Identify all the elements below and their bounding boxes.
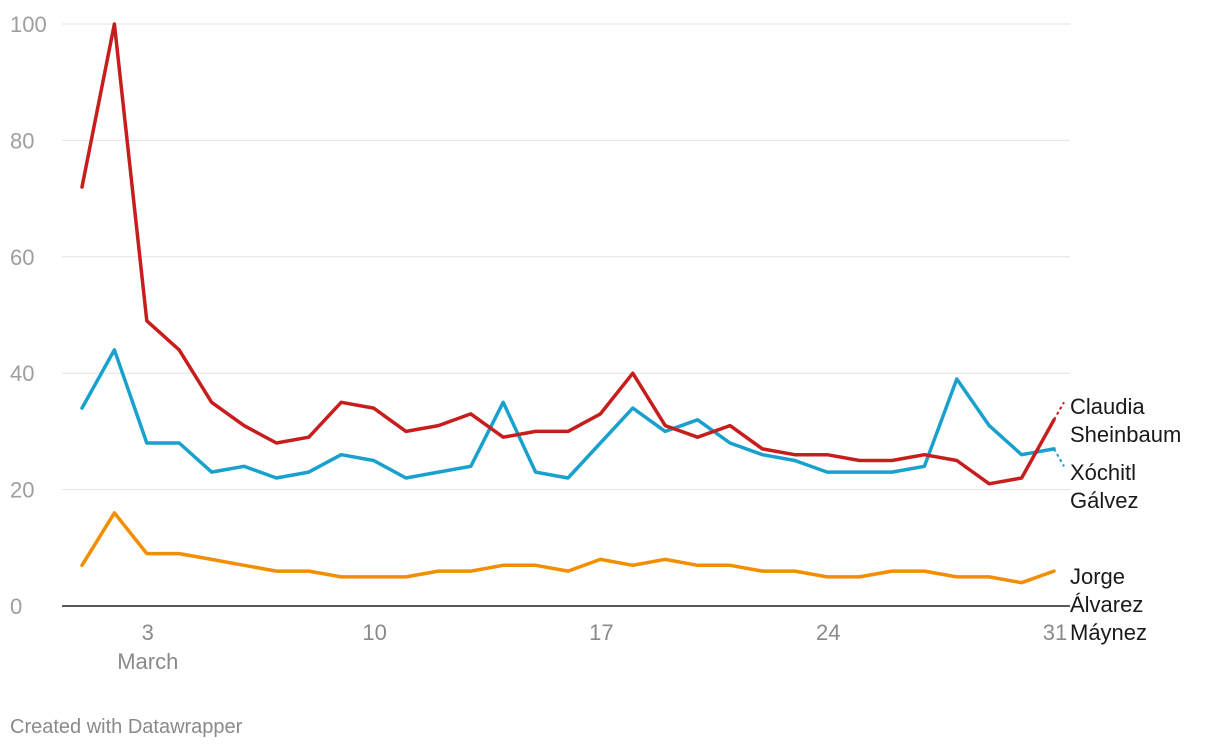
y-axis-ticks: 0 20 40 60 80 100 — [10, 12, 47, 619]
credit-text: Created with Datawrapper — [10, 716, 243, 738]
series-line-1 — [80, 348, 1056, 480]
series-line-0 — [80, 22, 1056, 486]
y-tick-label-100: 100 — [10, 12, 47, 37]
x-tick-sublabel: March — [117, 649, 178, 674]
series-label-0-line-0: Claudia — [1070, 394, 1145, 419]
series-label-1-line-0: Xóchitl — [1070, 460, 1136, 485]
series-line-2 — [80, 511, 1056, 585]
series-label-1-line-1: Gálvez — [1070, 488, 1138, 513]
x-tick-label-17: 17 — [589, 620, 613, 645]
series-projection-0 — [1053, 401, 1065, 421]
x-tick-label-24: 24 — [816, 620, 840, 645]
x-tick-label-10: 10 — [362, 620, 386, 645]
gridlines — [62, 23, 1070, 607]
series-label-2-line-2: Máynez — [1070, 620, 1147, 645]
series-label-0-line-1: Sheinbaum — [1070, 422, 1181, 447]
y-tick-label-20: 20 — [10, 478, 34, 503]
series-label-2-line-1: Álvarez — [1070, 592, 1143, 617]
x-tick-label-31: 31 — [1043, 620, 1067, 645]
x-axis-ticks: 3 March 10 17 24 31 — [117, 620, 1067, 674]
series-projection-1 — [1053, 448, 1065, 467]
y-tick-label-40: 40 — [10, 361, 34, 386]
series-label-2-line-0: Jorge — [1070, 564, 1125, 589]
y-tick-label-0: 0 — [10, 594, 22, 619]
y-tick-label-60: 60 — [10, 245, 34, 270]
series-labels: Claudia Sheinbaum Xóchitl Gálvez Jorge Álvare… — [1070, 394, 1181, 645]
x-tick-label-3: 3 — [142, 620, 154, 645]
series-lines — [80, 22, 1065, 585]
y-tick-label-80: 80 — [10, 128, 34, 153]
